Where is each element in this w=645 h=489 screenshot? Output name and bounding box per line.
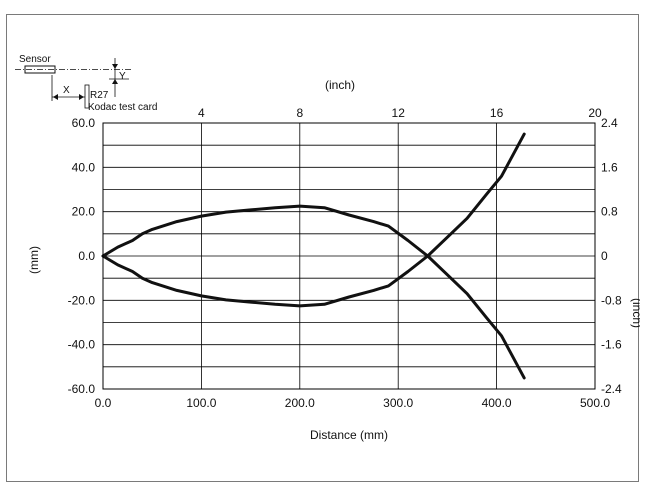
top-tick-label: 8 — [296, 106, 303, 120]
y-tick-label: 60.0 — [72, 116, 96, 130]
y-arrow-top-icon — [112, 64, 118, 69]
grid — [103, 123, 595, 389]
right-tick-label: -1.6 — [601, 338, 622, 352]
x-tick-label: 500.0 — [580, 396, 610, 410]
right-tick-label: 2.4 — [601, 116, 618, 130]
chart-frame: Sensor Y X R27 Kodac test card (inch) Di… — [6, 14, 640, 482]
top-tick-label: 20 — [588, 106, 602, 120]
inset-y-label: Y — [119, 71, 126, 82]
y-tick-label: -60.0 — [68, 382, 96, 396]
x-tick-label: 400.0 — [482, 396, 512, 410]
right-tick-label: 0.8 — [601, 205, 618, 219]
inset-card-label: Kodac test card — [88, 102, 157, 113]
y-tick-label: -40.0 — [68, 338, 96, 352]
series-line-2 — [101, 132, 526, 308]
top-tick-label: 16 — [490, 106, 504, 120]
x-axis-title: Distance (mm) — [310, 428, 388, 442]
series-line-1 — [101, 204, 526, 380]
inset-r-label: R27 — [90, 90, 109, 101]
x-arrow-right-icon — [79, 94, 84, 100]
plot-area-border — [102, 122, 596, 390]
y-tick-label: 0.0 — [78, 249, 95, 263]
y-arrow-bottom-icon — [112, 79, 118, 84]
right-tick-label: 1.6 — [601, 160, 618, 174]
top-tick-label: 12 — [392, 106, 406, 120]
top-tick-label: 4 — [198, 106, 205, 120]
inset-sensor-label: Sensor — [19, 54, 51, 65]
chart-svg: Sensor Y X R27 Kodac test card (inch) Di… — [15, 54, 640, 442]
test-card-icon — [84, 84, 90, 109]
x-arrow-left-icon — [53, 94, 58, 100]
y-tick-label: -20.0 — [68, 293, 96, 307]
tick-labels: 0.0 100.0 200.0 300.0 400.0 500.0-60.0-40.0-2… — [68, 106, 622, 410]
top-axis-title: (inch) — [325, 78, 355, 92]
y-tick-label: 20.0 — [72, 205, 96, 219]
sensor-icon — [24, 65, 56, 74]
sensor-inset: Sensor Y X R27 Kodac test card — [15, 54, 157, 113]
y-tick-label: 40.0 — [72, 160, 96, 174]
right-tick-label: -2.4 — [601, 382, 622, 396]
right-tick-label: 0 — [601, 249, 608, 263]
x-tick-label: 300.0 — [383, 396, 413, 410]
right-axis-title: (inch) — [630, 298, 640, 328]
x-tick-label: 200.0 — [285, 396, 315, 410]
inset-x-label: X — [63, 85, 70, 96]
series-lines — [101, 132, 526, 380]
right-tick-label: -0.8 — [601, 293, 622, 307]
x-tick-label: 0.0 — [95, 396, 112, 410]
x-tick-label: 100.0 — [186, 396, 216, 410]
y-axis-title: (mm) — [27, 246, 41, 274]
